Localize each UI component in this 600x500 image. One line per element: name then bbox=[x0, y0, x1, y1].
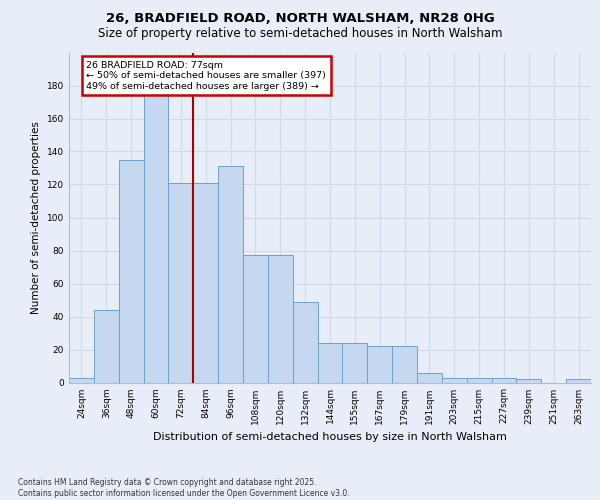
Bar bbox=[94, 310, 119, 382]
Text: 26, BRADFIELD ROAD, NORTH WALSHAM, NR28 0HG: 26, BRADFIELD ROAD, NORTH WALSHAM, NR28 … bbox=[106, 12, 494, 26]
Bar bbox=[491, 378, 517, 382]
Bar bbox=[169, 183, 193, 382]
Bar bbox=[317, 343, 343, 382]
Bar bbox=[343, 343, 367, 382]
Text: 26 BRADFIELD ROAD: 77sqm
← 50% of semi-detached houses are smaller (397)
49% of : 26 BRADFIELD ROAD: 77sqm ← 50% of semi-d… bbox=[86, 60, 326, 90]
Text: Size of property relative to semi-detached houses in North Walsham: Size of property relative to semi-detach… bbox=[98, 28, 502, 40]
Bar bbox=[69, 378, 94, 382]
Bar bbox=[218, 166, 243, 382]
Bar bbox=[392, 346, 417, 383]
Bar bbox=[193, 183, 218, 382]
Bar bbox=[243, 256, 268, 382]
Bar bbox=[119, 160, 143, 382]
Text: Contains HM Land Registry data © Crown copyright and database right 2025.
Contai: Contains HM Land Registry data © Crown c… bbox=[18, 478, 350, 498]
Bar bbox=[268, 256, 293, 382]
Bar bbox=[442, 378, 467, 382]
Bar bbox=[566, 379, 591, 382]
Bar bbox=[517, 379, 541, 382]
Bar bbox=[293, 302, 317, 382]
Bar bbox=[143, 89, 169, 382]
Bar bbox=[417, 372, 442, 382]
Y-axis label: Number of semi-detached properties: Number of semi-detached properties bbox=[31, 121, 41, 314]
Bar bbox=[467, 378, 491, 382]
X-axis label: Distribution of semi-detached houses by size in North Walsham: Distribution of semi-detached houses by … bbox=[153, 432, 507, 442]
Bar bbox=[367, 346, 392, 383]
